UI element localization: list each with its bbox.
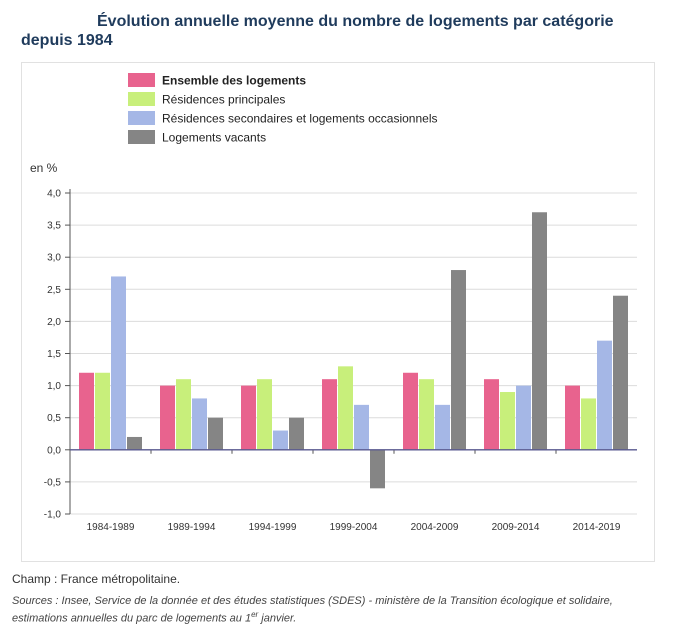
bar-chart: -1,0 -0,5 0,0 0,5 1,0 1,5 2,0 2,5 3,0 3,5 4,0 en % 1… — [30, 73, 637, 533]
bar-1-1999-2004 — [322, 379, 337, 450]
bar-2-1994-1999 — [257, 379, 272, 450]
champ-note: Champ : France métropolitaine. — [12, 572, 181, 586]
sources-note: Sources : Insee, Service de la donnée et… — [12, 594, 672, 626]
sources-line2-prefix: estimations annuelles du parc de logemen… — [12, 612, 252, 625]
bar-4-1989-1994 — [208, 417, 223, 450]
chart-panel — [21, 62, 655, 562]
x-tick-label: 2009-2014 — [492, 522, 540, 533]
y-tick-label: 2,5 — [47, 285, 61, 296]
chart-title-line2: depuis 1984 — [21, 32, 113, 49]
legend-swatch — [128, 73, 155, 87]
bar-3-2009-2014 — [516, 385, 531, 450]
bar-3-2014-2019 — [597, 340, 612, 450]
bar-1-1984-1989 — [79, 372, 94, 450]
sources-line1: Sources : Insee, Service de la donnée et… — [12, 595, 613, 607]
bar-2-2009-2014 — [500, 392, 515, 450]
sources-line2: estimations annuelles du parc de logemen… — [12, 608, 672, 626]
bar-3-1984-1989 — [111, 276, 126, 450]
legend-swatch — [128, 92, 155, 106]
legend-label: Résidences principales — [162, 93, 285, 107]
bar-4-2009-2014 — [532, 212, 547, 450]
y-tick-label: 4,0 — [47, 189, 61, 200]
y-axis-title: en % — [30, 161, 58, 175]
x-tick-label: 1994-1999 — [249, 522, 297, 533]
x-tick-label: 1999-2004 — [330, 522, 378, 533]
chart-title: Évolution annuelle moyenne du nombre de … — [0, 12, 674, 50]
bar-4-1999-2004 — [370, 449, 385, 489]
y-tick-label: 0,5 — [47, 413, 61, 424]
bar-4-2004-2009 — [451, 270, 466, 450]
chart-title-line1: Évolution annuelle moyenne du nombre de … — [97, 13, 614, 30]
bar-1-2014-2019 — [565, 385, 580, 450]
legend-label: Ensemble des logements — [162, 74, 306, 88]
bar-2-1984-1989 — [95, 372, 110, 450]
bar-2-1999-2004 — [338, 366, 353, 450]
bar-1-2009-2014 — [484, 379, 499, 450]
x-tick-label: 1989-1994 — [168, 522, 216, 533]
x-tick-label: 1984-1989 — [87, 522, 135, 533]
bar-3-1999-2004 — [354, 404, 369, 450]
y-tick-label: -1,0 — [44, 510, 62, 521]
y-tick-label: 1,5 — [47, 349, 61, 360]
bar-1-1994-1999 — [241, 385, 256, 450]
bar-2-2004-2009 — [419, 379, 434, 450]
bar-2-2014-2019 — [581, 398, 596, 450]
bar-3-1994-1999 — [273, 430, 288, 450]
legend-swatch — [128, 111, 155, 125]
y-tick-label: 3,5 — [47, 221, 61, 232]
bar-3-2004-2009 — [435, 404, 450, 450]
y-tick-label: 1,0 — [47, 381, 61, 392]
bar-4-1984-1989 — [127, 436, 142, 450]
bar-4-2014-2019 — [613, 295, 628, 450]
bar-2-1989-1994 — [176, 379, 191, 450]
y-tick-label: 3,0 — [47, 253, 61, 264]
x-tick-label: 2004-2009 — [411, 522, 459, 533]
sources-line2-suffix: janvier. — [258, 612, 297, 625]
y-tick-label: -0,5 — [44, 477, 62, 488]
legend-label: Résidences secondaires et logements occa… — [162, 112, 438, 126]
bar-1-2004-2009 — [403, 372, 418, 450]
bar-3-1989-1994 — [192, 398, 207, 450]
y-tick-label: 2,0 — [47, 317, 61, 328]
y-tick-label: 0,0 — [47, 445, 61, 456]
x-tick-label: 2014-2019 — [573, 522, 621, 533]
sources-line2-sup: er — [251, 610, 259, 619]
bar-1-1989-1994 — [160, 385, 175, 450]
bar-4-1994-1999 — [289, 417, 304, 450]
legend-swatch — [128, 130, 155, 144]
legend-label: Logements vacants — [162, 131, 266, 145]
